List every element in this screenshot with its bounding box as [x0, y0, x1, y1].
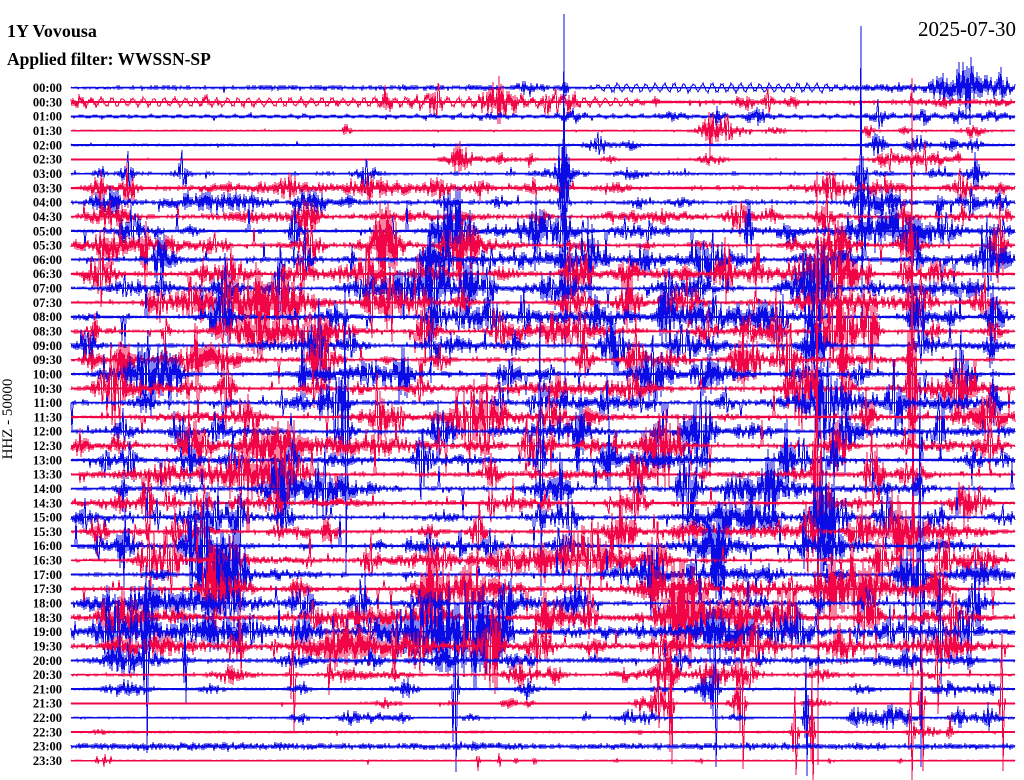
svg-text:Applied filter: WWSSN-SP: Applied filter: WWSSN-SP — [7, 49, 211, 69]
svg-text:17:00: 17:00 — [33, 568, 62, 582]
svg-text:13:30: 13:30 — [33, 468, 62, 482]
svg-text:04:00: 04:00 — [33, 196, 62, 210]
svg-text:06:30: 06:30 — [33, 267, 62, 281]
svg-text:03:00: 03:00 — [33, 167, 62, 181]
svg-text:00:00: 00:00 — [33, 81, 62, 95]
svg-text:HHZ - 50000: HHZ - 50000 — [0, 379, 16, 460]
svg-text:13:00: 13:00 — [33, 453, 62, 467]
svg-text:10:00: 10:00 — [33, 367, 62, 381]
svg-text:07:30: 07:30 — [33, 296, 62, 310]
svg-text:03:30: 03:30 — [33, 181, 62, 195]
svg-text:02:00: 02:00 — [33, 138, 62, 152]
svg-text:15:30: 15:30 — [33, 525, 62, 539]
svg-text:12:30: 12:30 — [33, 439, 62, 453]
svg-text:22:00: 22:00 — [33, 711, 62, 725]
svg-text:06:00: 06:00 — [33, 253, 62, 267]
svg-text:23:30: 23:30 — [33, 754, 62, 768]
svg-text:16:30: 16:30 — [33, 554, 62, 568]
svg-text:15:00: 15:00 — [33, 511, 62, 525]
svg-text:09:00: 09:00 — [33, 339, 62, 353]
svg-text:01:30: 01:30 — [33, 124, 62, 138]
svg-text:01:00: 01:00 — [33, 110, 62, 124]
svg-text:1Y Vovousa: 1Y Vovousa — [7, 21, 97, 41]
svg-text:22:30: 22:30 — [33, 725, 62, 739]
svg-text:16:00: 16:00 — [33, 539, 62, 553]
svg-text:07:00: 07:00 — [33, 282, 62, 296]
svg-text:12:00: 12:00 — [33, 425, 62, 439]
svg-text:21:30: 21:30 — [33, 697, 62, 711]
svg-text:14:00: 14:00 — [33, 482, 62, 496]
svg-text:10:30: 10:30 — [33, 382, 62, 396]
svg-text:11:00: 11:00 — [34, 396, 62, 410]
svg-text:14:30: 14:30 — [33, 496, 62, 510]
svg-text:23:00: 23:00 — [33, 740, 62, 754]
svg-text:21:00: 21:00 — [33, 682, 62, 696]
svg-text:18:30: 18:30 — [33, 611, 62, 625]
svg-text:05:00: 05:00 — [33, 224, 62, 238]
svg-text:20:30: 20:30 — [33, 668, 62, 682]
svg-text:02:30: 02:30 — [33, 153, 62, 167]
svg-text:20:00: 20:00 — [33, 654, 62, 668]
svg-text:19:30: 19:30 — [33, 640, 62, 654]
svg-text:00:30: 00:30 — [33, 95, 62, 109]
svg-text:08:00: 08:00 — [33, 310, 62, 324]
svg-text:19:00: 19:00 — [33, 625, 62, 639]
svg-text:09:30: 09:30 — [33, 353, 62, 367]
svg-text:11:30: 11:30 — [34, 410, 62, 424]
svg-text:04:30: 04:30 — [33, 210, 62, 224]
svg-text:17:30: 17:30 — [33, 582, 62, 596]
svg-text:18:00: 18:00 — [33, 597, 62, 611]
svg-text:08:30: 08:30 — [33, 325, 62, 339]
svg-text:2025-07-30: 2025-07-30 — [918, 17, 1016, 41]
svg-text:05:30: 05:30 — [33, 239, 62, 253]
